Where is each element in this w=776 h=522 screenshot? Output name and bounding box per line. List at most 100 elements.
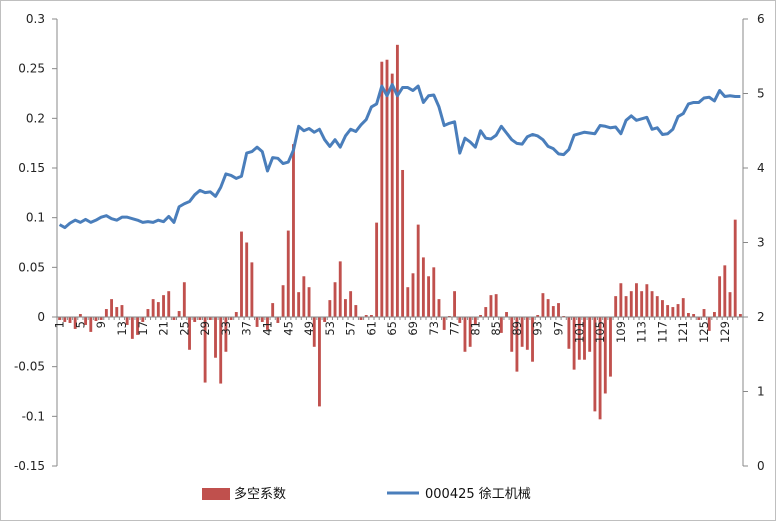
bar	[271, 303, 275, 317]
bar	[162, 295, 165, 317]
bar	[63, 317, 67, 322]
x-tick-label: 97	[552, 321, 566, 336]
bar	[219, 317, 223, 384]
x-tick-label: 93	[531, 321, 545, 336]
bar	[593, 317, 597, 412]
legend-label-bar: 多空系数	[234, 486, 286, 502]
x-tick-label: 21	[157, 321, 171, 336]
bar	[99, 317, 103, 320]
bar	[224, 317, 228, 352]
bar	[723, 265, 727, 317]
bar	[260, 317, 264, 322]
bar	[156, 302, 160, 317]
bar	[520, 317, 524, 347]
bar	[551, 306, 555, 317]
bar	[661, 300, 664, 317]
bar	[151, 299, 155, 317]
bar	[84, 317, 88, 325]
bar	[229, 317, 233, 320]
bar	[458, 317, 462, 323]
right-y-tick-labels: 0 1 2 3 4 5 6	[743, 12, 765, 473]
bar	[687, 313, 690, 317]
bar	[676, 304, 680, 317]
bar	[136, 317, 139, 335]
bar	[645, 284, 649, 317]
x-tick-label: 77	[448, 321, 462, 336]
bar	[463, 317, 467, 352]
bar	[650, 291, 654, 317]
legend-swatch-bar	[202, 488, 230, 500]
bar	[104, 309, 108, 317]
left-y-tick-label: 0.05	[18, 260, 45, 274]
x-tick-label: 109	[614, 321, 628, 343]
bar	[177, 311, 181, 317]
bar	[437, 299, 441, 317]
bar	[318, 317, 321, 407]
x-tick-label: 85	[489, 321, 503, 336]
bar	[453, 291, 456, 317]
bar	[499, 317, 503, 333]
bar	[515, 317, 519, 372]
price-line	[58, 83, 741, 230]
bar	[577, 317, 581, 360]
bar	[473, 317, 477, 325]
bar	[255, 317, 259, 327]
x-tick-label: 61	[364, 321, 378, 336]
bar	[583, 317, 586, 360]
left-y-tick-label: 0	[37, 310, 45, 324]
right-y-tick-label: 2	[757, 310, 765, 324]
bar	[193, 317, 197, 322]
bar	[68, 317, 72, 323]
x-tick-label: 125	[697, 321, 711, 343]
bar	[510, 317, 514, 352]
bar	[245, 242, 249, 317]
x-tick-label: 9	[94, 321, 108, 328]
bar	[712, 312, 716, 317]
bar	[624, 296, 628, 317]
bar	[130, 317, 134, 339]
bar	[234, 312, 238, 317]
x-tick-label: 73	[427, 321, 441, 336]
bar	[125, 317, 129, 325]
bar	[572, 317, 576, 370]
bar	[557, 303, 560, 317]
bar	[94, 317, 98, 321]
bar	[375, 222, 379, 317]
x-tick-label: 1	[53, 321, 67, 328]
bar	[738, 314, 742, 317]
x-tick-label: 81	[468, 321, 482, 336]
bar	[546, 299, 550, 317]
bar	[182, 282, 186, 317]
bar	[411, 273, 415, 317]
bar	[167, 291, 171, 317]
bar	[609, 317, 612, 377]
right-y-tick-label: 6	[757, 12, 765, 26]
bar	[718, 276, 722, 317]
bar	[323, 317, 327, 322]
bar	[266, 317, 269, 330]
bar	[541, 293, 545, 317]
bar	[333, 282, 337, 317]
x-tick-label: 121	[676, 321, 690, 343]
bar	[292, 144, 295, 317]
bar	[468, 317, 472, 347]
bar	[588, 317, 592, 352]
bar	[598, 317, 602, 420]
bar	[338, 261, 342, 317]
bar	[208, 317, 212, 320]
x-tick-label: 89	[510, 321, 524, 336]
bar	[401, 169, 405, 317]
right-y-tick-label: 4	[757, 161, 765, 175]
bar	[603, 317, 607, 394]
x-tick-label: 129	[718, 321, 732, 343]
bar	[395, 44, 399, 318]
x-tick-label: 45	[281, 321, 295, 336]
bar	[629, 291, 633, 317]
left-y-tick-label: -0.15	[14, 459, 45, 473]
bar	[73, 317, 77, 329]
bar	[505, 312, 508, 317]
bar	[692, 314, 696, 317]
left-y-tick-label: 0.25	[18, 62, 45, 76]
bar	[536, 315, 540, 317]
